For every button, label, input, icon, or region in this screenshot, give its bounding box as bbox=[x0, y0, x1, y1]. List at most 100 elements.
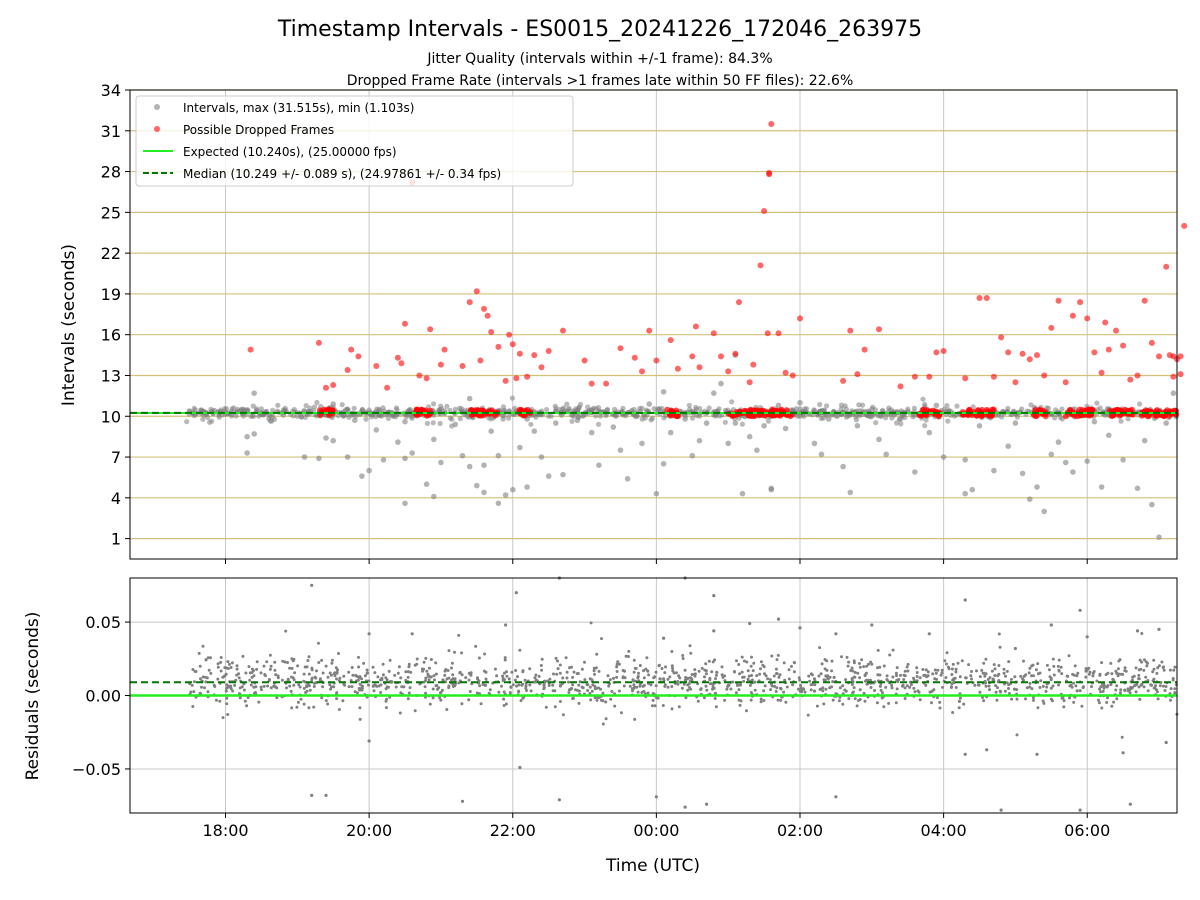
interval-point bbox=[865, 413, 871, 419]
residual-point bbox=[1140, 632, 1144, 635]
residual-point bbox=[245, 704, 249, 708]
residual-point bbox=[798, 689, 802, 693]
interval-point bbox=[449, 416, 455, 422]
residual-point bbox=[738, 683, 742, 686]
residual-point bbox=[809, 688, 813, 692]
residual-point bbox=[469, 671, 473, 675]
dropped-frame-point bbox=[315, 339, 322, 346]
residual-point bbox=[876, 648, 880, 652]
residual-point bbox=[1007, 687, 1010, 690]
residual-point bbox=[1062, 699, 1066, 703]
residual-point bbox=[1024, 697, 1027, 701]
residual-point bbox=[633, 717, 637, 721]
interval-point bbox=[1019, 470, 1026, 477]
residual-point bbox=[661, 704, 665, 707]
residual-point bbox=[798, 678, 802, 682]
residual-point bbox=[772, 674, 776, 678]
residual-point bbox=[367, 632, 371, 636]
dropped-frame-point bbox=[933, 349, 940, 356]
dropped-frame-point bbox=[998, 334, 1005, 341]
residual-point bbox=[422, 680, 426, 684]
residual-point bbox=[238, 696, 242, 700]
residual-point bbox=[676, 680, 680, 683]
interval-point bbox=[552, 403, 558, 409]
residual-point bbox=[310, 583, 314, 587]
dropped-frame-point bbox=[1113, 327, 1119, 334]
residual-point bbox=[813, 683, 817, 687]
interval-point bbox=[661, 415, 667, 421]
interval-point bbox=[596, 462, 602, 469]
residual-point bbox=[337, 652, 340, 655]
interval-point bbox=[920, 396, 926, 402]
dropped-frame-point bbox=[1170, 373, 1177, 380]
interval-point bbox=[945, 418, 951, 424]
residual-point bbox=[516, 675, 519, 679]
dropped-frame-point bbox=[692, 323, 699, 330]
residual-point bbox=[431, 696, 435, 700]
residual-point bbox=[1056, 664, 1060, 668]
interval-point bbox=[244, 433, 250, 440]
residual-point bbox=[813, 689, 816, 693]
interval-point bbox=[722, 419, 728, 425]
residual-point bbox=[1157, 627, 1161, 632]
interval-point bbox=[694, 412, 700, 419]
residual-point bbox=[1072, 681, 1075, 685]
interval-point bbox=[761, 423, 767, 429]
residual-point bbox=[696, 699, 700, 703]
residual-point bbox=[479, 702, 483, 706]
interval-point bbox=[437, 420, 443, 427]
residual-point bbox=[1004, 674, 1007, 678]
residual-point bbox=[850, 683, 854, 686]
interval-point bbox=[363, 416, 369, 422]
residual-point bbox=[666, 677, 670, 681]
residual-point bbox=[446, 669, 450, 672]
interval-point bbox=[270, 407, 276, 413]
residual-point bbox=[681, 657, 685, 660]
residual-point bbox=[191, 668, 195, 671]
residual-point bbox=[519, 699, 523, 703]
residual-point bbox=[915, 666, 919, 670]
residual-point bbox=[406, 697, 410, 701]
residual-point bbox=[577, 683, 581, 687]
time-x-tick-label: 04:00 bbox=[921, 821, 967, 840]
residual-point bbox=[1137, 673, 1141, 677]
dropped-frame-point bbox=[1152, 412, 1158, 419]
interval-point bbox=[431, 401, 437, 407]
residual-point bbox=[1015, 733, 1019, 737]
interval-point bbox=[1094, 400, 1100, 406]
residual-point bbox=[580, 667, 584, 671]
residual-point bbox=[975, 669, 978, 673]
interval-point bbox=[424, 420, 430, 426]
residual-point bbox=[705, 802, 709, 806]
interval-point bbox=[339, 402, 345, 408]
interval-point bbox=[739, 490, 746, 497]
residual-point bbox=[830, 669, 834, 673]
residual-point bbox=[632, 683, 636, 687]
residual-point bbox=[556, 667, 560, 671]
residual-point bbox=[400, 685, 404, 689]
residual-point bbox=[553, 689, 557, 693]
residual-point bbox=[406, 675, 410, 679]
residual-point bbox=[520, 683, 524, 687]
residual-point bbox=[708, 678, 712, 682]
dropped-frame-point bbox=[466, 299, 473, 306]
residual-point bbox=[714, 677, 717, 681]
residual-point bbox=[600, 637, 603, 641]
intervals-y-tick-label: 31 bbox=[101, 122, 121, 141]
dropped-frame-point bbox=[975, 407, 982, 414]
residual-point bbox=[1068, 696, 1072, 700]
residual-point bbox=[203, 686, 206, 690]
dropped-frame-point bbox=[1181, 222, 1188, 229]
interval-point bbox=[746, 433, 753, 440]
residual-point bbox=[583, 678, 587, 682]
interval-point bbox=[314, 399, 320, 406]
residual-point bbox=[940, 671, 944, 675]
residual-point bbox=[222, 674, 226, 678]
residual-point bbox=[1088, 670, 1092, 674]
interval-point bbox=[409, 450, 416, 456]
residual-point bbox=[938, 700, 942, 704]
residual-point bbox=[1115, 684, 1119, 688]
dropped-frame-point bbox=[423, 375, 430, 382]
residual-point bbox=[752, 661, 756, 665]
residual-point bbox=[1057, 669, 1061, 673]
